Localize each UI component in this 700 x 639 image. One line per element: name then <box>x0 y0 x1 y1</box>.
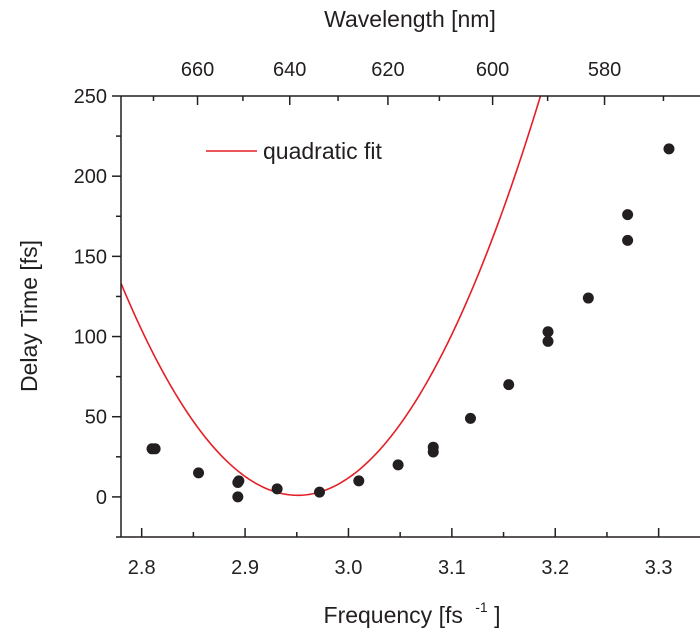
x-tick-label: 3.1 <box>438 557 466 579</box>
data-point <box>392 459 404 471</box>
data-point <box>542 335 554 347</box>
x2-axis-title: Wavelength [nm] <box>324 6 496 32</box>
data-point <box>314 486 326 498</box>
data-point <box>542 326 554 338</box>
x-axis-ticks: 2.8 2.9 3.0 3.1 3.2 3.3 <box>128 528 673 579</box>
x-tick-label: 3.2 <box>541 557 569 579</box>
x2-tick-label: 640 <box>273 59 306 81</box>
x-tick-label: 3.3 <box>645 557 673 579</box>
legend-label-quadratic-fit: quadratic fit <box>263 138 383 164</box>
plot-area <box>121 96 675 503</box>
data-point <box>503 379 515 391</box>
data-point <box>353 475 365 487</box>
data-point <box>622 209 634 221</box>
data-point <box>233 475 245 487</box>
legend: quadratic fit <box>206 138 383 164</box>
x-axis-title: Frequency [fs -1 ] <box>324 591 501 628</box>
x2-tick-label: 620 <box>371 59 404 81</box>
data-point <box>622 234 634 246</box>
data-point <box>427 446 439 458</box>
x-axis-title-suffix: ] <box>494 602 500 628</box>
data-point <box>271 483 283 495</box>
y-tick-label: 100 <box>74 327 107 349</box>
y-tick-label: 150 <box>74 246 107 268</box>
x2-tick-label: 660 <box>181 59 214 81</box>
x-axis-title-main: Frequency [fs <box>324 602 463 628</box>
x-axis-title-sup: -1 <box>475 599 488 615</box>
x2-axis-ticks: 660 640 620 600 580 <box>152 59 665 105</box>
y-tick-label: 250 <box>74 86 107 108</box>
data-point <box>232 491 244 503</box>
data-point <box>193 467 205 479</box>
x-tick-label: 2.9 <box>231 557 259 579</box>
y-tick-label: 200 <box>74 166 107 188</box>
data-point <box>464 412 476 424</box>
y-axis-ticks: 0 50 100 150 200 250 <box>74 86 121 538</box>
data-point <box>663 143 675 155</box>
data-point <box>582 292 594 304</box>
fit-line-quadratic <box>121 96 542 497</box>
x-tick-label: 2.8 <box>128 557 156 579</box>
x-tick-label: 3.0 <box>335 557 363 579</box>
y-axis-title: Delay Time [fs] <box>16 240 42 392</box>
y-tick-label: 50 <box>85 407 107 429</box>
x2-tick-label: 600 <box>476 59 509 81</box>
x2-tick-label: 580 <box>588 59 621 81</box>
y-tick-label: 0 <box>96 487 107 509</box>
data-point <box>149 443 161 455</box>
